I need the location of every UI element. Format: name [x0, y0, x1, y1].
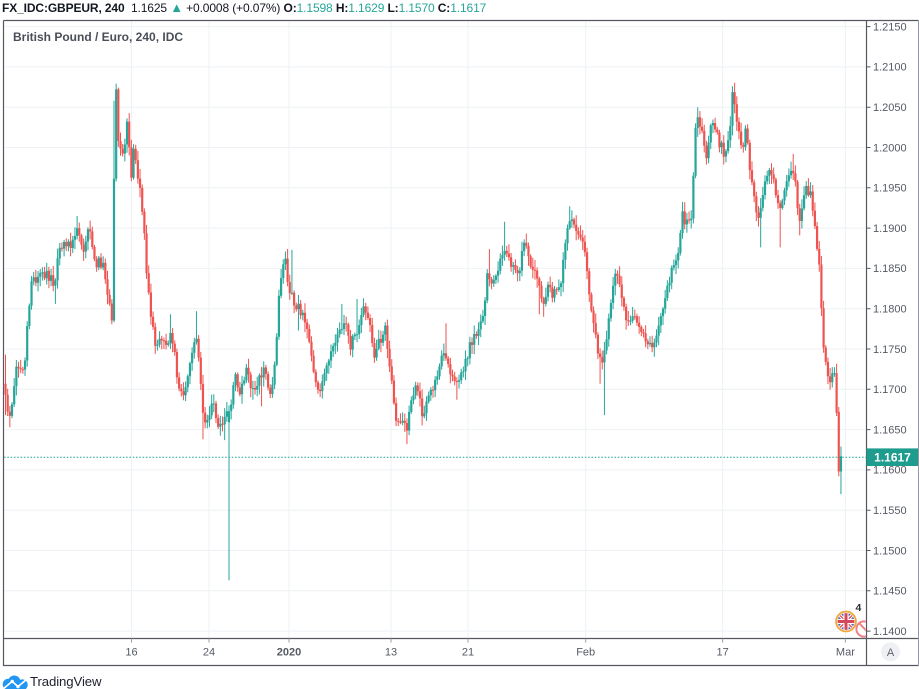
- svg-text:Mar: Mar: [836, 647, 855, 659]
- svg-text:1.2150: 1.2150: [873, 21, 907, 33]
- svg-text:4: 4: [856, 602, 862, 614]
- svg-text:1.1600: 1.1600: [873, 465, 907, 477]
- svg-text:1.1650: 1.1650: [873, 424, 907, 436]
- svg-text:1.1850: 1.1850: [873, 263, 907, 275]
- svg-text:21: 21: [462, 647, 474, 659]
- svg-text:1.1450: 1.1450: [873, 586, 907, 598]
- svg-text:1.2000: 1.2000: [873, 142, 907, 154]
- svg-text:16: 16: [125, 647, 137, 659]
- svg-text:Feb: Feb: [576, 647, 595, 659]
- svg-text:1.1400: 1.1400: [873, 626, 907, 638]
- svg-text:2020: 2020: [277, 647, 301, 659]
- svg-text:1.1800: 1.1800: [873, 304, 907, 316]
- svg-text:1.1900: 1.1900: [873, 223, 907, 235]
- svg-text:1.1700: 1.1700: [873, 384, 907, 396]
- svg-text:24: 24: [203, 647, 215, 659]
- svg-text:1.1950: 1.1950: [873, 183, 907, 195]
- svg-text:17: 17: [716, 647, 728, 659]
- svg-text:1.2050: 1.2050: [873, 102, 907, 114]
- svg-text:TradingView: TradingView: [30, 674, 102, 689]
- svg-text:1.1750: 1.1750: [873, 344, 907, 356]
- svg-text:1.1617: 1.1617: [874, 450, 911, 464]
- svg-text:1.1550: 1.1550: [873, 505, 907, 517]
- svg-text:13: 13: [385, 647, 397, 659]
- svg-text:1.1500: 1.1500: [873, 545, 907, 557]
- svg-text:1.2100: 1.2100: [873, 62, 907, 74]
- svg-text:A: A: [887, 647, 895, 659]
